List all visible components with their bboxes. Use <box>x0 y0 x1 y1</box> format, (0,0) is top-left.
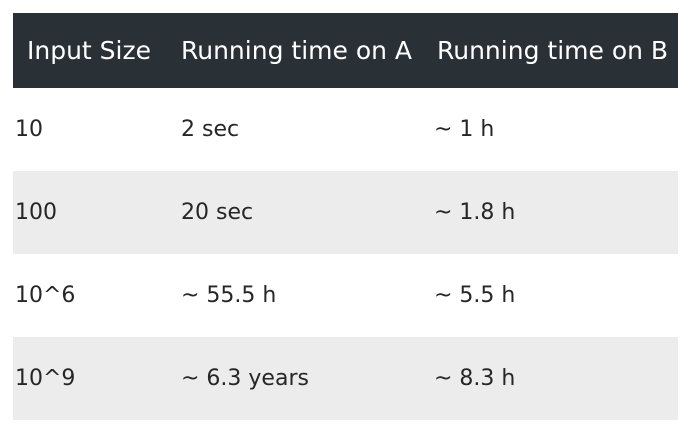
table-row: 10 2 sec ~ 1 h <box>13 88 678 171</box>
cell-running-time-b: ~ 5.5 h <box>434 283 516 308</box>
cell-running-time-b: ~ 1.8 h <box>434 200 516 225</box>
cell-input-size: 10 <box>15 117 43 142</box>
cell-running-time-b: ~ 8.3 h <box>434 366 516 391</box>
cell-running-time-a: ~ 55.5 h <box>181 283 277 308</box>
cell-input-size: 10^6 <box>15 283 76 308</box>
table-row: 10^9 ~ 6.3 years ~ 8.3 h <box>13 337 678 420</box>
running-time-table: Input Size Running time on A Running tim… <box>13 13 678 420</box>
cell-running-time-b: ~ 1 h <box>434 117 495 142</box>
table-header-row: Input Size Running time on A Running tim… <box>13 13 678 88</box>
cell-running-time-a: 20 sec <box>181 200 254 225</box>
cell-running-time-a: 2 sec <box>181 117 240 142</box>
table-row: 10^6 ~ 55.5 h ~ 5.5 h <box>13 254 678 337</box>
header-running-time-b: Running time on B <box>437 36 669 65</box>
cell-running-time-a: ~ 6.3 years <box>181 366 309 391</box>
header-input-size: Input Size <box>27 36 151 65</box>
header-running-time-a: Running time on A <box>181 36 413 65</box>
table-row: 100 20 sec ~ 1.8 h <box>13 171 678 254</box>
cell-input-size: 100 <box>15 200 57 225</box>
cell-input-size: 10^9 <box>15 366 76 391</box>
